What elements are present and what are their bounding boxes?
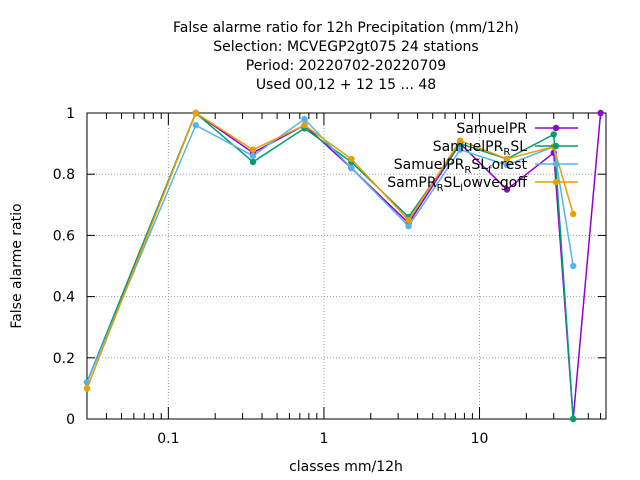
series-line <box>86 111 574 389</box>
data-point <box>348 164 355 172</box>
data-point <box>192 109 199 117</box>
series-line <box>86 118 574 383</box>
data-point <box>301 115 308 123</box>
series-4 <box>83 109 577 392</box>
legend-swatch-point <box>552 124 560 132</box>
data-point <box>249 152 257 160</box>
legend-label-part: SL <box>444 175 461 191</box>
x-tick-label: 10 <box>471 431 489 447</box>
y-tick-label: 1 <box>66 106 75 122</box>
y-tick-label: 0 <box>66 412 75 428</box>
data-point <box>405 223 412 230</box>
y-tick-label: 0.8 <box>53 167 75 183</box>
legend-label-part: SL <box>471 157 488 173</box>
legend-label-part: SamuelPR <box>394 157 465 173</box>
legend-entry-2: SamuelPRRSL <box>433 139 578 158</box>
data-point <box>405 216 412 224</box>
legend-swatch-point <box>552 178 560 186</box>
data-point <box>348 155 355 163</box>
legend-label-part: R <box>437 183 444 194</box>
x-tick-label: 1 <box>319 431 328 447</box>
data-point <box>249 158 257 166</box>
data-point <box>83 385 91 392</box>
legend-label-part: SL <box>510 139 527 155</box>
data-point <box>503 155 511 163</box>
data-point <box>550 131 557 138</box>
title-line-3: Period: 20220702-20220709 <box>246 58 446 74</box>
plot-frame <box>86 112 607 420</box>
y-tick-label: 0.4 <box>53 290 75 306</box>
legend-label-part: l <box>460 183 463 194</box>
title-line-1: False alarme ratio for 12h Precipitation… <box>173 20 519 36</box>
legend-label-part: f <box>488 165 492 176</box>
series-layer <box>83 109 604 423</box>
grid <box>87 113 606 419</box>
title-line-4: Used 00,12 + 12 15 ... 48 <box>256 77 436 93</box>
data-point <box>456 137 464 144</box>
y-tick-label: 0.6 <box>53 228 75 244</box>
legend-entry-1: SamuelPR <box>456 121 578 137</box>
data-point <box>456 146 464 153</box>
legend-label-part: R <box>503 147 510 158</box>
legend-label: SamPRRSLlowvegoff <box>387 175 527 194</box>
legend-label-part: SamPR <box>387 175 437 191</box>
data-point <box>569 210 577 218</box>
legend-label-part: R <box>464 165 471 176</box>
x-tick-label: 0.1 <box>157 431 179 447</box>
chart-title: False alarme ratio for 12h Precipitation… <box>173 20 519 93</box>
legend-entry-3: SamuelPRRSLforest <box>394 157 578 176</box>
legend-label: SamuelPRRSL <box>433 139 527 158</box>
data-point <box>192 122 199 129</box>
legend-label-part: SamuelPR <box>433 139 504 155</box>
legend-swatch-point <box>552 142 560 150</box>
legend-label-part: SamuelPR <box>456 121 527 137</box>
x-axis-label: classes mm/12h <box>289 459 403 475</box>
legend: SamuelPRSamuelPRRSLSamuelPRRSLforestSamP… <box>387 121 578 194</box>
legend-label-part: owvegoff <box>463 175 527 191</box>
y-axis-label: False alarme ratio <box>9 203 25 328</box>
legend-entry-4: SamPRRSLlowvegoff <box>387 175 578 194</box>
y-tick-label: 0.2 <box>53 351 75 367</box>
data-point <box>249 146 257 153</box>
data-point <box>569 262 577 270</box>
data-point <box>503 161 511 169</box>
data-point <box>301 122 308 129</box>
data-point <box>569 415 577 423</box>
data-point <box>597 109 604 117</box>
legend-swatch-point <box>552 160 560 168</box>
legend-label: SamuelPRRSLforest <box>394 157 528 176</box>
data-point <box>503 186 511 193</box>
title-line-2: Selection: MCVEGP2gt075 24 stations <box>213 39 478 55</box>
legend-label-part: orest <box>492 157 528 173</box>
legend-label: SamuelPR <box>456 121 527 137</box>
